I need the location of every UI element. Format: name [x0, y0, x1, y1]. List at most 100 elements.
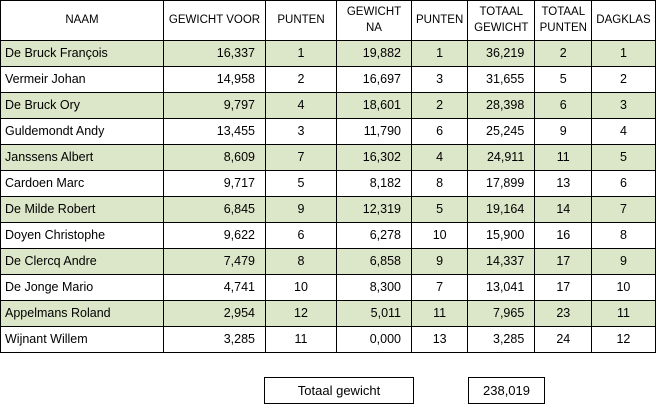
cell-gewicht-na: 16,697: [336, 66, 412, 93]
cell-gewicht-voor: 4,741: [163, 274, 266, 301]
cell-gewicht-na: 6,278: [336, 222, 412, 249]
cell-naam: De Jonge Mario: [0, 274, 164, 301]
cell-totaal-gewicht: 14,337: [467, 248, 536, 275]
cell-gewicht-na: 12,319: [336, 196, 412, 223]
cell-dagklas: 6: [591, 170, 656, 197]
cell-dagklas: 3: [591, 92, 656, 119]
cell-dagklas: 5: [591, 144, 656, 171]
cell-gewicht-voor: 13,455: [163, 118, 266, 145]
table-row: Vermeir Johan 14,958 2 16,697 3 31,655 5 2: [0, 66, 656, 93]
header-punten-2: PUNTEN: [410, 0, 469, 41]
cell-totaal-gewicht: 24,911: [467, 144, 536, 171]
cell-punten-2: 4: [410, 144, 469, 171]
header-naam: NAAM: [0, 0, 164, 41]
cell-dagklas: 2: [591, 66, 656, 93]
cell-punten-2: 9: [410, 248, 469, 275]
cell-totaal-punten: 9: [534, 118, 593, 145]
cell-totaal-punten: 2: [534, 40, 593, 67]
cell-dagklas: 11: [591, 300, 656, 327]
cell-totaal-punten: 17: [534, 248, 593, 275]
cell-punten-1: 3: [265, 118, 337, 145]
cell-totaal-punten: 13: [534, 170, 593, 197]
header-punten-1: PUNTEN: [265, 0, 337, 41]
cell-punten-2: 8: [410, 170, 469, 197]
cell-punten-1: 1: [265, 40, 337, 67]
cell-dagklas: 12: [591, 326, 656, 353]
cell-naam: Doyen Christophe: [0, 222, 164, 249]
table-row: De Bruck François 16,337 1 19,882 1 36,219 2 1: [0, 40, 656, 67]
cell-totaal-gewicht: 7,965: [467, 300, 536, 327]
cell-punten-2: 11: [410, 300, 469, 327]
cell-dagklas: 8: [591, 222, 656, 249]
cell-totaal-gewicht: 25,245: [467, 118, 536, 145]
total-weight-value: 238,019: [468, 377, 545, 404]
cell-punten-1: 12: [265, 300, 337, 327]
table-row: De Bruck Ory 9,797 4 18,601 2 28,398 6 3: [0, 92, 656, 119]
cell-punten-2: 10: [410, 222, 469, 249]
cell-punten-1: 7: [265, 144, 337, 171]
header-gewicht-voor: GEWICHT VOOR: [163, 0, 266, 41]
table-row: De Clercq Andre 7,479 8 6,858 9 14,337 17 9: [0, 248, 656, 275]
cell-gewicht-na: 16,302: [336, 144, 412, 171]
cell-punten-1: 6: [265, 222, 337, 249]
cell-totaal-punten: 6: [534, 92, 593, 119]
cell-naam: De Bruck Ory: [0, 92, 164, 119]
cell-punten-2: 13: [410, 326, 469, 353]
cell-punten-2: 6: [410, 118, 469, 145]
cell-dagklas: 4: [591, 118, 656, 145]
cell-naam: Janssens Albert: [0, 144, 164, 171]
cell-dagklas: 7: [591, 196, 656, 223]
total-weight-label: Totaal gewicht: [264, 377, 414, 404]
cell-gewicht-na: 8,182: [336, 170, 412, 197]
cell-dagklas: 9: [591, 248, 656, 275]
cell-totaal-punten: 11: [534, 144, 593, 171]
cell-punten-2: 2: [410, 92, 469, 119]
cell-totaal-punten: 5: [534, 66, 593, 93]
cell-naam: Guldemondt Andy: [0, 118, 164, 145]
cell-gewicht-voor: 8,609: [163, 144, 266, 171]
cell-gewicht-voor: 9,717: [163, 170, 266, 197]
cell-punten-1: 5: [265, 170, 337, 197]
table-row: Doyen Christophe 9,622 6 6,278 10 15,900 16 8: [0, 222, 656, 249]
cell-naam: De Clercq Andre: [0, 248, 164, 275]
table-row: Appelmans Roland 2,954 12 5,011 11 7,965 23 11: [0, 300, 656, 327]
table-row: De Jonge Mario 4,741 10 8,300 7 13,041 17 10: [0, 274, 656, 301]
table-row: Guldemondt Andy 13,455 3 11,790 6 25,245 9 4: [0, 118, 656, 145]
cell-naam: Wijnant Willem: [0, 326, 164, 353]
header-gewicht-na: GEWICHT NA: [336, 0, 412, 41]
cell-gewicht-voor: 9,622: [163, 222, 266, 249]
cell-gewicht-na: 11,790: [336, 118, 412, 145]
header-dagklas: DAGKLAS: [591, 0, 656, 41]
cell-totaal-gewicht: 3,285: [467, 326, 536, 353]
table-row: De Milde Robert 6,845 9 12,319 5 19,164 14 7: [0, 196, 656, 223]
cell-totaal-gewicht: 19,164: [467, 196, 536, 223]
cell-naam: Appelmans Roland: [0, 300, 164, 327]
cell-totaal-gewicht: 36,219: [467, 40, 536, 67]
cell-dagklas: 10: [591, 274, 656, 301]
results-table: NAAM GEWICHT VOOR PUNTEN GEWICHT NA PUNT…: [0, 0, 656, 353]
cell-totaal-punten: 14: [534, 196, 593, 223]
cell-punten-1: 8: [265, 248, 337, 275]
cell-gewicht-na: 8,300: [336, 274, 412, 301]
cell-punten-2: 3: [410, 66, 469, 93]
cell-punten-2: 1: [410, 40, 469, 67]
cell-gewicht-voor: 2,954: [163, 300, 266, 327]
table-row: Janssens Albert 8,609 7 16,302 4 24,911 11 5: [0, 144, 656, 171]
cell-gewicht-voor: 3,285: [163, 326, 266, 353]
cell-gewicht-voor: 6,845: [163, 196, 266, 223]
header-row: NAAM GEWICHT VOOR PUNTEN GEWICHT NA PUNT…: [0, 0, 656, 41]
cell-gewicht-voor: 14,958: [163, 66, 266, 93]
header-totaal-gewicht: TOTAAL GEWICHT: [467, 0, 536, 41]
cell-totaal-punten: 24: [534, 326, 593, 353]
header-totaal-punten: TOTAAL PUNTEN: [534, 0, 593, 41]
cell-dagklas: 1: [591, 40, 656, 67]
cell-naam: Vermeir Johan: [0, 66, 164, 93]
cell-punten-2: 5: [410, 196, 469, 223]
cell-naam: De Milde Robert: [0, 196, 164, 223]
cell-totaal-punten: 23: [534, 300, 593, 327]
cell-punten-1: 9: [265, 196, 337, 223]
cell-gewicht-na: 5,011: [336, 300, 412, 327]
table-row: Wijnant Willem 3,285 11 0,000 13 3,285 24 12: [0, 326, 656, 353]
cell-totaal-punten: 17: [534, 274, 593, 301]
cell-gewicht-voor: 7,479: [163, 248, 266, 275]
